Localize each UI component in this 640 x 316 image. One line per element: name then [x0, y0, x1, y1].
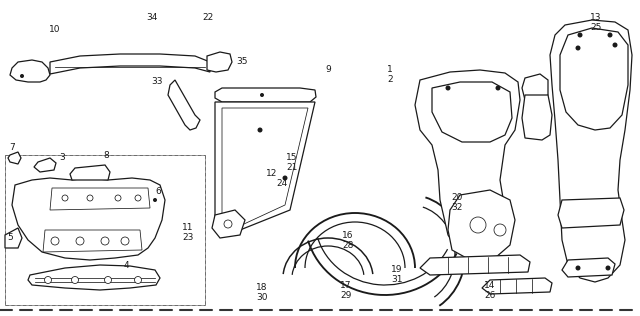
Circle shape [62, 195, 68, 201]
Text: 8: 8 [103, 150, 109, 160]
Circle shape [575, 46, 580, 51]
Circle shape [470, 217, 486, 233]
Circle shape [135, 195, 141, 201]
Polygon shape [212, 210, 245, 238]
Text: 28: 28 [342, 240, 354, 250]
Circle shape [607, 33, 612, 38]
Polygon shape [43, 230, 142, 252]
Text: 29: 29 [340, 290, 352, 300]
Text: 26: 26 [484, 290, 496, 300]
Text: 23: 23 [182, 234, 194, 242]
Text: 19: 19 [391, 265, 403, 275]
Circle shape [575, 265, 580, 270]
Polygon shape [222, 108, 308, 224]
Text: 11: 11 [182, 223, 194, 233]
Polygon shape [560, 28, 628, 130]
Polygon shape [8, 152, 21, 164]
Text: 18: 18 [256, 283, 268, 293]
Circle shape [612, 42, 618, 47]
Polygon shape [448, 190, 515, 260]
Circle shape [115, 195, 121, 201]
Text: 15: 15 [286, 154, 298, 162]
Text: 34: 34 [147, 14, 157, 22]
Text: 2: 2 [387, 76, 393, 84]
Circle shape [134, 276, 141, 283]
Polygon shape [5, 228, 22, 248]
Polygon shape [482, 278, 552, 294]
Text: 25: 25 [590, 23, 602, 33]
Polygon shape [215, 102, 315, 230]
Circle shape [20, 74, 24, 78]
Circle shape [494, 224, 506, 236]
Polygon shape [10, 60, 50, 82]
Text: 17: 17 [340, 281, 352, 289]
Polygon shape [168, 80, 200, 130]
Circle shape [87, 195, 93, 201]
Text: 16: 16 [342, 230, 354, 240]
Circle shape [76, 237, 84, 245]
Polygon shape [34, 158, 56, 172]
Circle shape [104, 276, 111, 283]
Polygon shape [28, 265, 160, 290]
Polygon shape [5, 155, 205, 305]
Polygon shape [70, 165, 110, 180]
Text: 3: 3 [59, 154, 65, 162]
Text: 4: 4 [123, 260, 129, 270]
Text: 10: 10 [49, 26, 61, 34]
Circle shape [224, 220, 232, 228]
Polygon shape [522, 74, 548, 100]
Polygon shape [50, 54, 210, 74]
Text: 20: 20 [451, 193, 463, 203]
Polygon shape [522, 95, 552, 140]
Circle shape [260, 93, 264, 97]
Polygon shape [415, 70, 520, 258]
Text: 6: 6 [155, 187, 161, 197]
Polygon shape [558, 198, 624, 228]
Text: 35: 35 [236, 58, 248, 66]
Polygon shape [432, 82, 512, 142]
Circle shape [153, 198, 157, 202]
Text: 7: 7 [9, 143, 15, 153]
Circle shape [445, 86, 451, 90]
Circle shape [577, 33, 582, 38]
Polygon shape [12, 178, 165, 260]
Polygon shape [562, 258, 615, 277]
Circle shape [101, 237, 109, 245]
Text: 9: 9 [325, 65, 331, 75]
Text: 14: 14 [484, 281, 496, 289]
Circle shape [121, 237, 129, 245]
Polygon shape [215, 88, 316, 102]
Polygon shape [550, 20, 632, 282]
Polygon shape [207, 52, 232, 72]
Circle shape [282, 175, 287, 180]
Text: 13: 13 [590, 14, 602, 22]
Circle shape [72, 276, 79, 283]
Circle shape [45, 276, 51, 283]
Text: 5: 5 [7, 233, 13, 241]
Circle shape [51, 237, 59, 245]
Circle shape [495, 86, 500, 90]
Text: 1: 1 [387, 65, 393, 75]
Text: 32: 32 [451, 204, 463, 212]
Polygon shape [420, 255, 530, 275]
Text: 21: 21 [286, 163, 298, 173]
Circle shape [257, 127, 262, 132]
Polygon shape [50, 188, 150, 210]
Circle shape [605, 265, 611, 270]
Text: 31: 31 [391, 276, 403, 284]
Text: 33: 33 [151, 77, 163, 87]
Text: 22: 22 [202, 14, 214, 22]
Text: 30: 30 [256, 294, 268, 302]
Text: 24: 24 [276, 179, 287, 187]
Text: 12: 12 [266, 168, 278, 178]
